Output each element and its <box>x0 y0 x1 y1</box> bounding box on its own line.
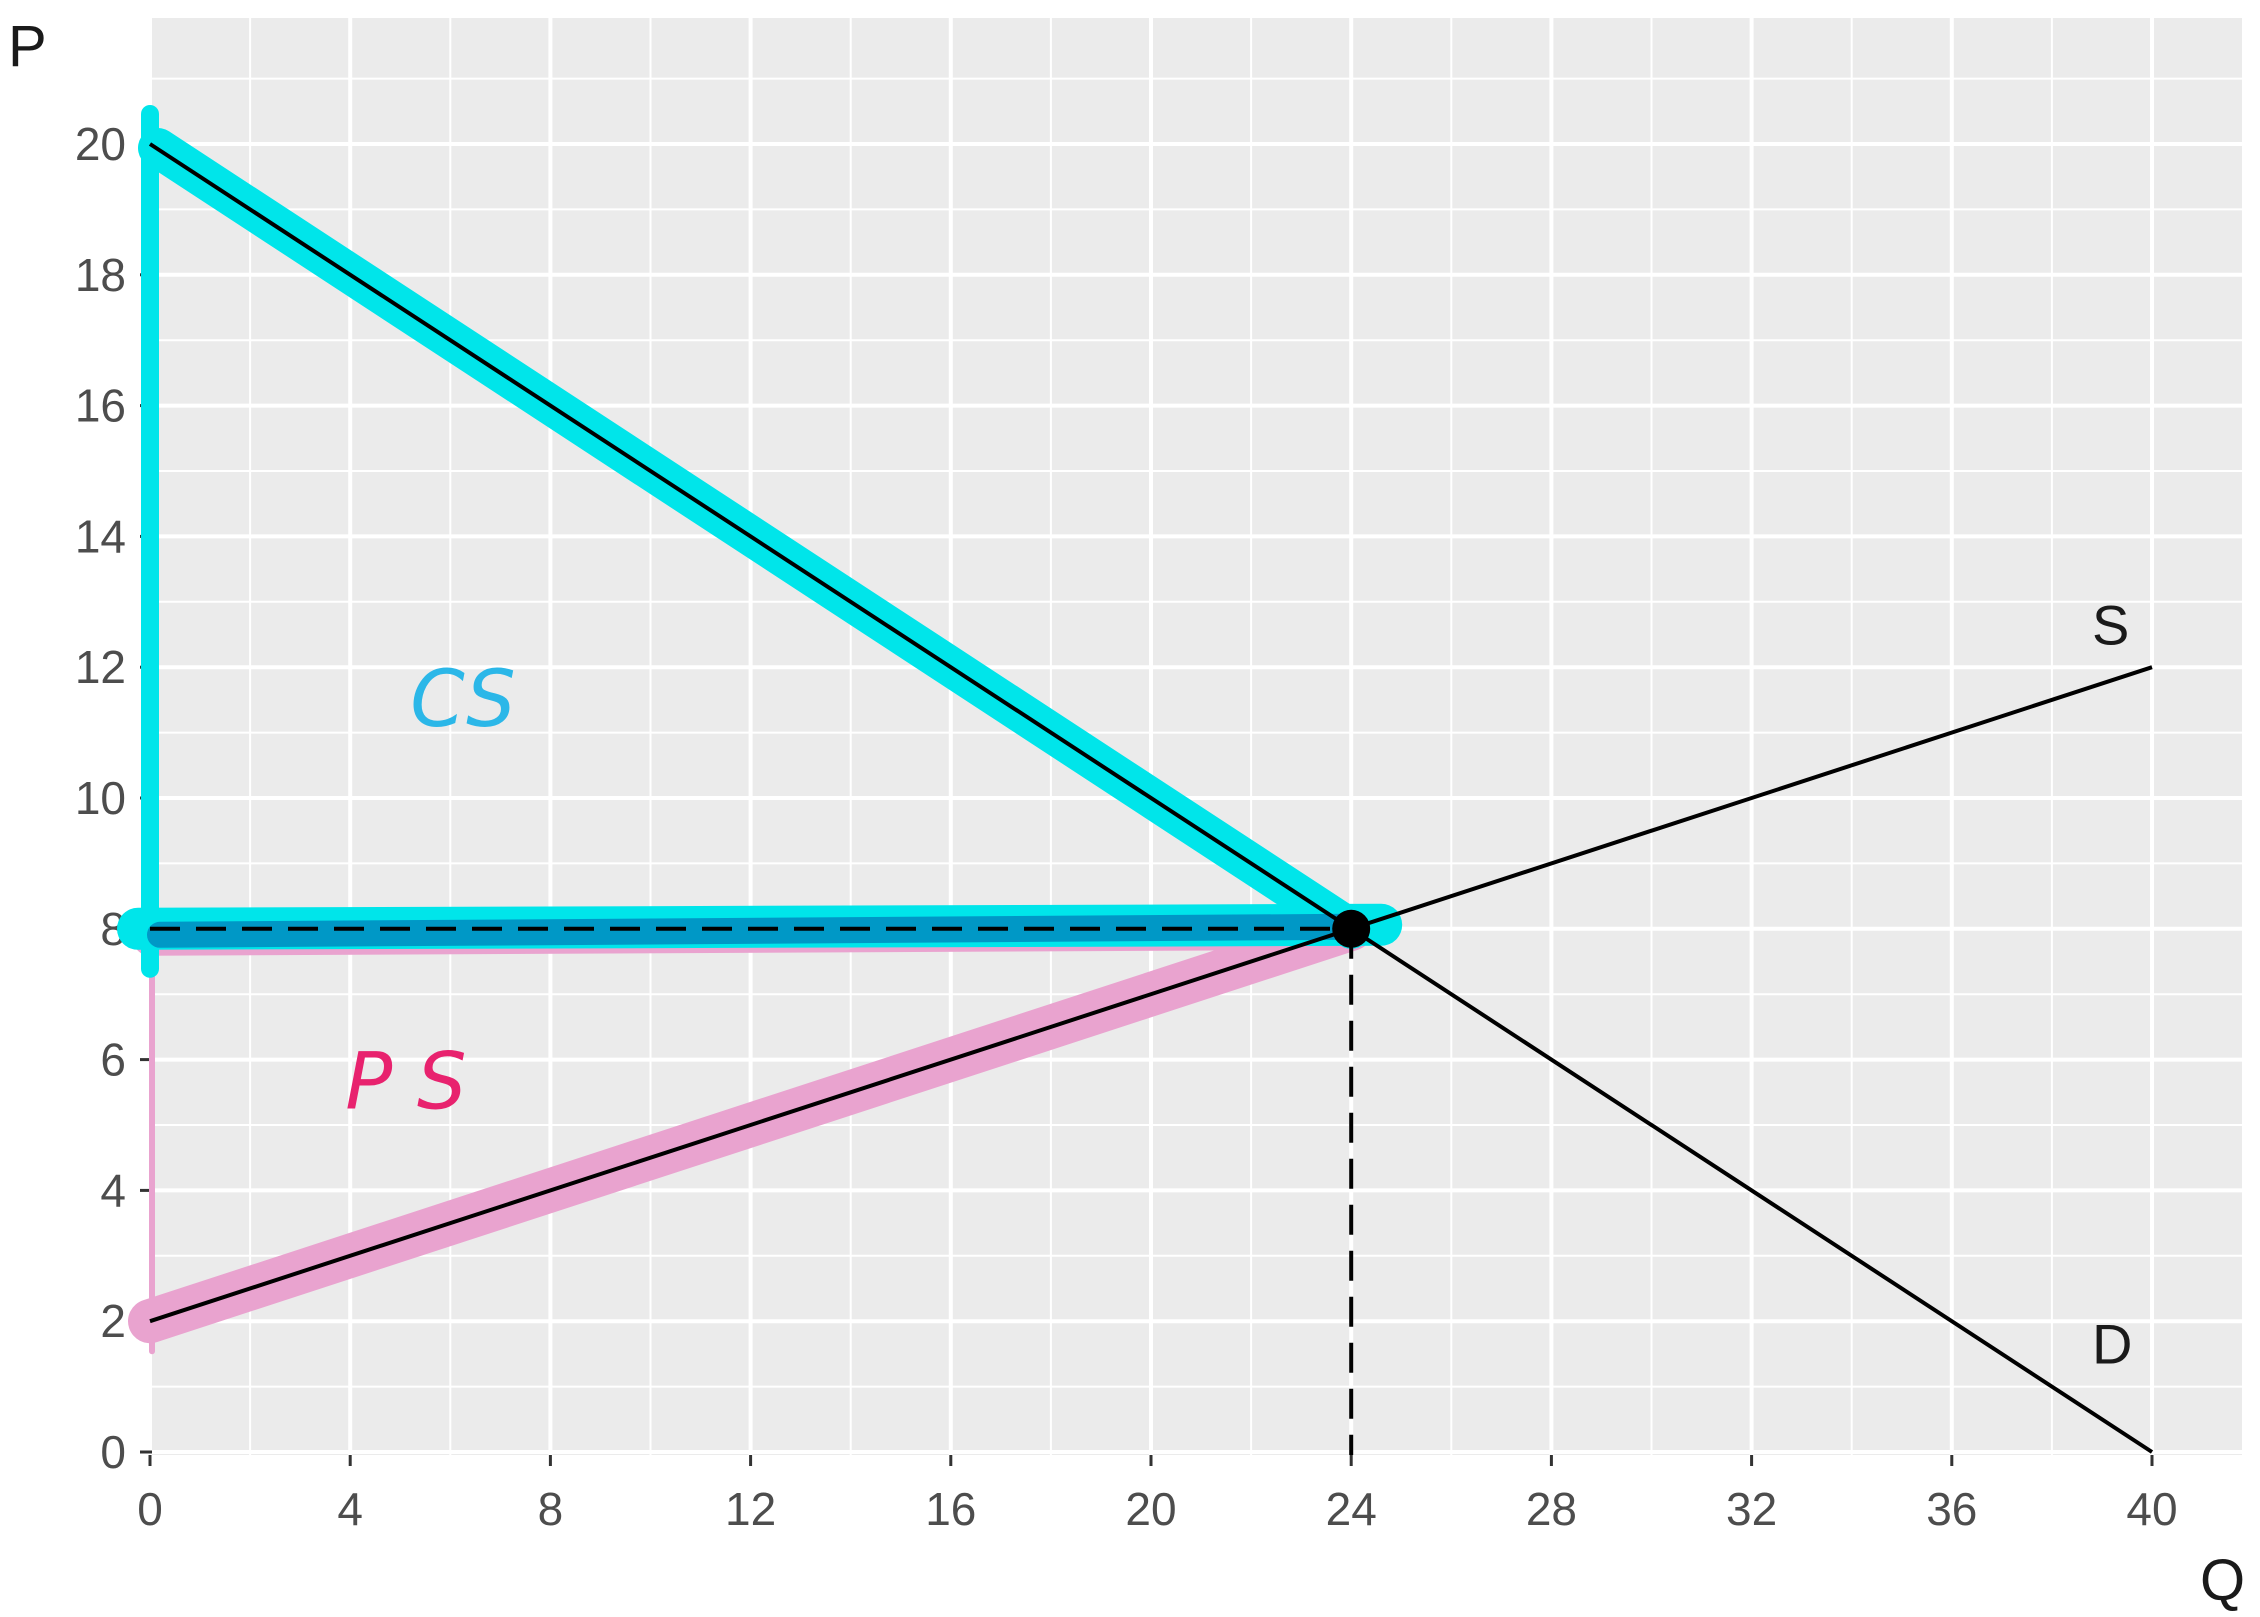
y-tick-label: 10 <box>75 772 126 824</box>
y-tick-label: 4 <box>100 1164 126 1216</box>
y-tick-label: 20 <box>75 118 126 170</box>
producer-surplus-label: P S <box>345 1038 466 1128</box>
x-tick-label: 0 <box>137 1483 163 1535</box>
y-tick-label: 12 <box>75 641 126 693</box>
supply-curve <box>149 665 2153 1324</box>
x-tick-label: 24 <box>1326 1483 1377 1535</box>
x-axis-title: Q <box>2200 1548 2245 1613</box>
y-tick-label: 6 <box>100 1034 126 1086</box>
equilibrium-point <box>1332 909 1371 948</box>
curves <box>148 142 2154 1455</box>
x-tick-label: 28 <box>1526 1483 1577 1535</box>
y-tick-label: 14 <box>75 510 126 562</box>
x-tick-label: 20 <box>1125 1483 1176 1535</box>
supply-curve-label: S <box>2092 593 2129 656</box>
x-tick-label: 16 <box>925 1483 976 1535</box>
chart-labels: P Q S D CS P S <box>8 14 2245 1613</box>
demand-curve <box>148 142 2154 1454</box>
x-tick-label: 4 <box>337 1483 363 1535</box>
consumer-surplus-label: CS <box>410 655 515 745</box>
y-tick-label: 0 <box>100 1426 126 1478</box>
x-tick-label: 12 <box>725 1483 776 1535</box>
x-tick-label: 32 <box>1726 1483 1777 1535</box>
y-tick-label: 18 <box>75 249 126 301</box>
y-tick-label: 16 <box>75 380 126 432</box>
x-tick-label: 8 <box>538 1483 564 1535</box>
x-tick-label: 36 <box>1926 1483 1977 1535</box>
demand-curve-label: D <box>2092 1313 2132 1376</box>
y-axis-title: P <box>8 14 47 79</box>
y-tick-label: 2 <box>100 1295 126 1347</box>
x-tick-label: 40 <box>2126 1483 2177 1535</box>
